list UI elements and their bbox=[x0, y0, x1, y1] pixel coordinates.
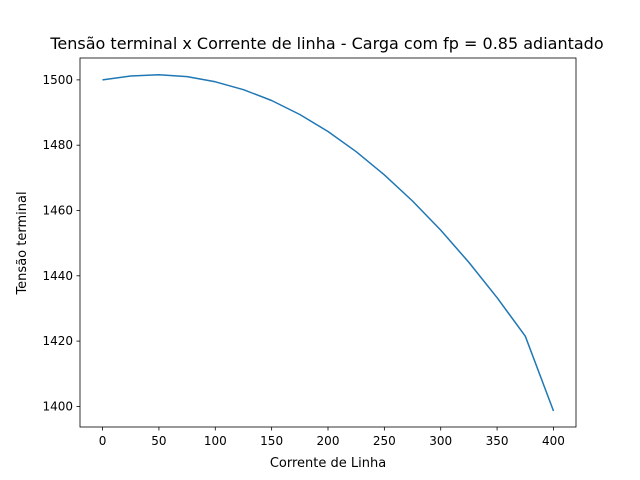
plot-area: 0 50 100 150 200 250 300 350 400 1400 1420 1440 1460… bbox=[42, 57, 577, 448]
x-tick-label: 250 bbox=[373, 434, 396, 448]
y-tick-label: 1500 bbox=[42, 73, 73, 87]
x-tick-label: 150 bbox=[260, 434, 283, 448]
series-line-0 bbox=[102, 73, 555, 412]
axes-frame bbox=[79, 57, 577, 428]
y-tick-label: 1440 bbox=[42, 269, 73, 283]
x-tick-label: 350 bbox=[486, 434, 509, 448]
chart-title: Tensão terminal x Corrente de linha - Ca… bbox=[49, 34, 603, 53]
x-tick-label: 100 bbox=[204, 434, 227, 448]
x-tick-label: 400 bbox=[542, 434, 565, 448]
x-axis-label: Corrente de Linha bbox=[270, 456, 386, 471]
x-tick-label: 0 bbox=[99, 434, 107, 448]
x-tick-label: 300 bbox=[429, 434, 452, 448]
y-axis-label: Tensão terminal bbox=[15, 191, 30, 295]
y-tick-label: 1400 bbox=[42, 399, 73, 413]
x-tick-label: 50 bbox=[151, 434, 166, 448]
y-tick-label: 1420 bbox=[42, 334, 73, 348]
x-tick-label: 200 bbox=[317, 434, 340, 448]
y-tick-label: 1460 bbox=[42, 203, 73, 217]
y-tick-label: 1480 bbox=[42, 138, 73, 152]
